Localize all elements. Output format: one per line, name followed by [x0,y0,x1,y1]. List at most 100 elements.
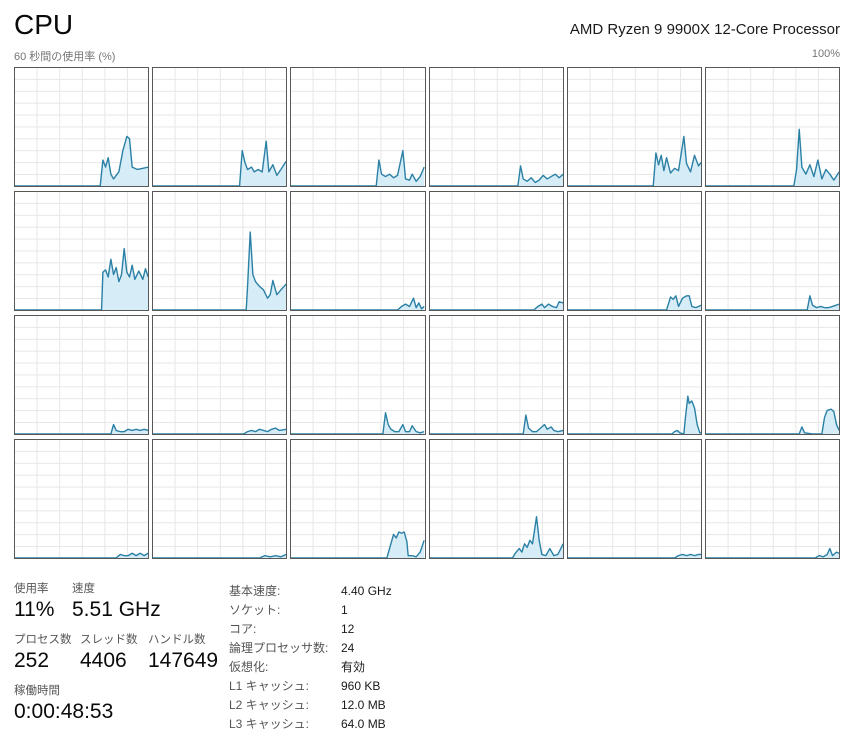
spec-value: 12 [341,621,355,636]
usage-area-chart [429,440,563,558]
usage-area-chart [15,68,149,186]
usage-area-chart [291,316,425,434]
cpu-core-graph-2[interactable] [290,66,426,187]
cpu-core-graph-22[interactable] [566,438,702,559]
spec-label: L1 キャッシュ: [229,678,310,693]
usage-area-chart [705,316,839,434]
stat-value: 252 [14,648,50,672]
cpu-core-graph-3[interactable] [428,66,564,187]
usage-area-chart [153,68,287,186]
usage-area-chart [15,440,149,558]
spec-row: L2 キャッシュ: 12.0 MB [229,696,392,715]
chart-max-percent-label: 100% [811,47,840,60]
cpu-core-graph-9[interactable] [428,190,564,311]
usage-area-chart [153,192,287,310]
cpu-core-graph-21[interactable] [428,438,564,559]
cpu-core-graph-14[interactable] [290,314,426,435]
spec-label: 基本速度: [229,583,281,598]
usage-area-chart [705,68,839,186]
cpu-core-graph-10[interactable] [566,190,702,311]
cpu-core-graph-1[interactable] [152,66,288,187]
usage-area-chart [567,316,701,434]
chart-timespan-label: 60 秒間の使用率 (%) [14,50,116,63]
usage-area-chart [153,440,287,558]
usage-area-chart [429,192,563,310]
page-title: CPU [14,9,74,40]
processor-name: AMD Ryzen 9 9900X 12-Core Processor [569,21,840,38]
usage-area-chart [291,440,425,558]
stat-item: 使用率 11% [14,580,58,622]
stat-item: スレッド数 4406 [80,631,138,673]
usage-area-chart [15,316,149,434]
spec-row: 基本速度: 4.40 GHz [229,582,392,601]
cpu-core-graph-4[interactable] [566,66,702,187]
spec-label: 論理プロセッサ数: [229,640,329,655]
stat-label: 稼働時間 [14,684,60,697]
usage-area-chart [705,192,839,310]
cpu-core-graph-0[interactable] [14,66,150,187]
usage-area-chart [567,440,701,558]
cpu-core-graph-13[interactable] [152,314,288,435]
stat-label: 使用率 [14,582,49,595]
stat-label: プロセス数 [14,633,72,646]
spec-label: L2 キャッシュ: [229,697,310,712]
spec-value: 12.0 MB [341,697,386,712]
stat-value: 5.51 GHz [72,597,161,621]
spec-row: コア: 12 [229,620,392,639]
cpu-core-graph-6[interactable] [14,190,150,311]
usage-area-chart [15,192,149,310]
spec-row: ソケット: 1 [229,601,392,620]
spec-row: L3 キャッシュ: 64.0 MB [229,715,392,734]
usage-area-chart [567,192,701,310]
stat-item: ハンドル数 147649 [148,631,218,673]
cpu-core-graph-18[interactable] [14,438,150,559]
cpu-core-graph-8[interactable] [290,190,426,311]
stat-value: 11% [14,597,55,621]
cpu-core-graph-7[interactable] [152,190,288,311]
usage-area-chart [291,192,425,310]
cpu-stats: 使用率 11% 速度 5.51 GHz プロセス数 252 スレッド数 4406 ハンドル数 14… [14,580,840,734]
usage-area-chart [429,68,563,186]
stat-item: 速度 5.51 GHz [72,580,161,622]
chart-axis-labels: 60 秒間の使用率 (%) 100% [14,48,840,64]
stat-value: 4406 [80,648,127,672]
stat-group: プロセス数 252 スレッド数 4406 ハンドル数 147649 [14,631,229,673]
cpu-core-graph-5[interactable] [704,66,840,187]
spec-value: 4.40 GHz [341,583,392,598]
cpu-core-graph-11[interactable] [704,190,840,311]
cpu-core-graph-19[interactable] [152,438,288,559]
spec-row: L1 キャッシュ: 960 KB [229,677,392,696]
spec-value: 1 [341,602,348,617]
usage-area-chart [705,440,839,558]
cpu-core-graph-23[interactable] [704,438,840,559]
spec-row: 論理プロセッサ数: 24 [229,639,392,658]
stat-label: スレッド数 [80,633,138,646]
usage-area-chart [567,68,701,186]
cpu-core-graph-17[interactable] [704,314,840,435]
usage-area-chart [429,316,563,434]
usage-area-chart [153,316,287,434]
spec-value: 960 KB [341,678,381,693]
stat-item: 稼働時間 0:00:48:53 [14,682,113,724]
spec-row: 仮想化: 有効 [229,658,392,677]
cpu-core-graph-20[interactable] [290,438,426,559]
stat-group: 稼働時間 0:00:48:53 [14,682,229,724]
spec-label: L3 キャッシュ: [229,716,310,731]
cpu-core-graph-16[interactable] [566,314,702,435]
stat-label: ハンドル数 [148,633,206,646]
stat-value: 0:00:48:53 [14,699,114,723]
spec-value: 24 [341,640,355,655]
spec-value: 有効 [341,659,366,674]
core-graphs-grid [14,66,840,559]
cpu-core-graph-15[interactable] [428,314,564,435]
cpu-core-graph-12[interactable] [14,314,150,435]
spec-label: 仮想化: [229,659,269,674]
spec-label: コア: [229,621,257,636]
stats-static: 基本速度: 4.40 GHz ソケット: 1 コア: 12 論理プロセッサ数: 24 仮想化: 有… [229,580,392,734]
header: CPU AMD Ryzen 9 9900X 12-Core Processor [14,8,840,41]
spec-label: ソケット: [229,602,281,617]
usage-area-chart [291,68,425,186]
stats-dynamic: 使用率 11% 速度 5.51 GHz プロセス数 252 スレッド数 4406 ハンドル数 14… [14,580,229,733]
stat-label: 速度 [72,582,95,595]
